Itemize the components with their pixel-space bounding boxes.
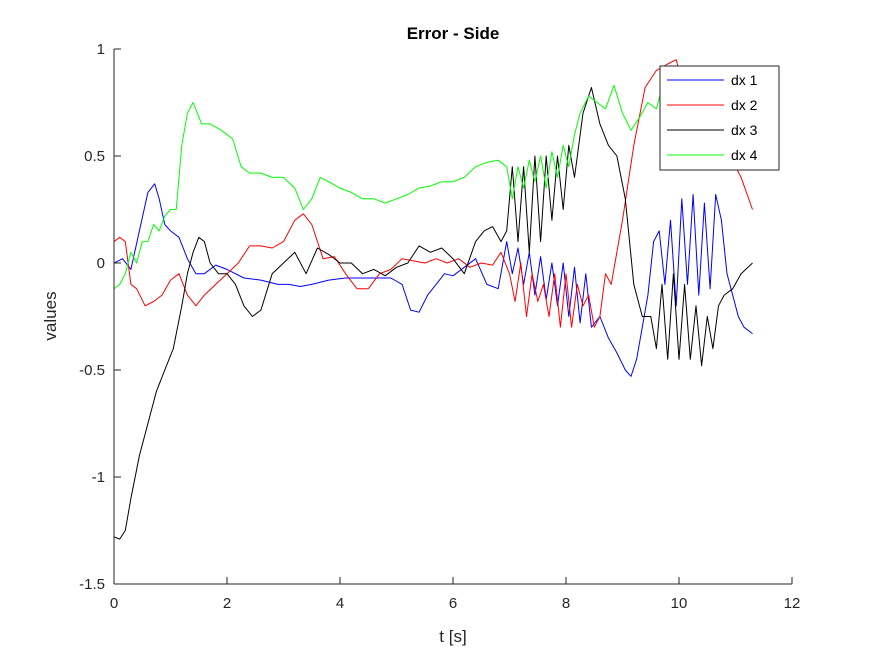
y-tick-label: -1 bbox=[92, 469, 105, 486]
legend-box bbox=[659, 65, 780, 171]
series-line-dx-4 bbox=[114, 84, 663, 290]
legend: dx 1 dx 2 dx 3 dx 4 bbox=[659, 65, 780, 171]
y-axis-label: values bbox=[41, 291, 60, 340]
x-tick-label: 12 bbox=[784, 595, 801, 612]
legend-label-dx-1: dx 1 bbox=[731, 72, 758, 88]
x-tick-label: 10 bbox=[671, 595, 688, 612]
x-tick-label: 6 bbox=[449, 595, 457, 612]
y-tick-label: 1 bbox=[97, 41, 105, 58]
y-tick-label: 0.5 bbox=[84, 148, 105, 165]
x-tick-label: 4 bbox=[336, 595, 344, 612]
x-tick-label: 8 bbox=[562, 595, 570, 612]
y-tick-label: -1.5 bbox=[79, 576, 105, 593]
chart-title: Error - Side bbox=[407, 24, 500, 43]
series-line-dx-3 bbox=[114, 87, 753, 540]
y-tick-label: 0 bbox=[97, 255, 105, 272]
x-tick-label: 0 bbox=[110, 595, 118, 612]
legend-label-dx-2: dx 2 bbox=[731, 97, 758, 113]
ticks-layer: 0 2 4 6 8 10 12 -1.5 -1 -0.5 0 0.5 1 bbox=[79, 41, 800, 612]
series-layer bbox=[114, 59, 753, 540]
y-tick-label: -0.5 bbox=[79, 362, 105, 379]
legend-label-dx-4: dx 4 bbox=[731, 147, 758, 163]
legend-label-dx-3: dx 3 bbox=[731, 122, 758, 138]
series-line-dx-2 bbox=[114, 59, 753, 328]
x-axis-label: t [s] bbox=[439, 627, 466, 646]
x-tick-label: 2 bbox=[223, 595, 231, 612]
